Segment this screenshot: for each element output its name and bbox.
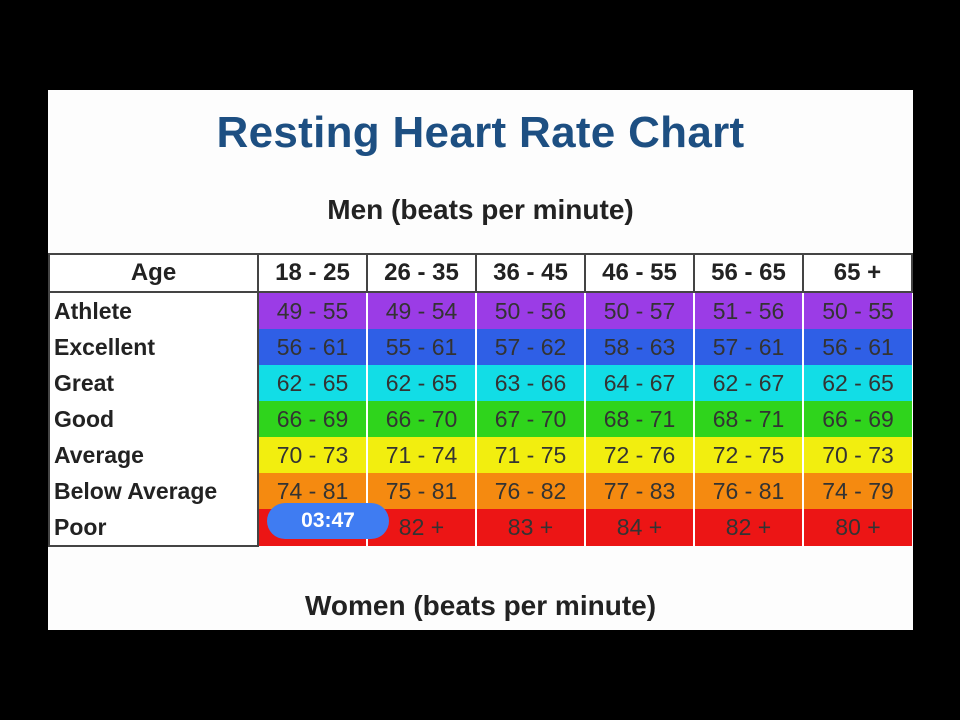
row-category-label: Poor [48,509,259,547]
chart-title: Resting Heart Rate Chart [216,108,745,157]
heart-rate-cell: 62 - 65 [366,365,476,401]
table-row: Athlete 49 - 55 49 - 54 50 - 56 50 - 57 51 - … [48,292,912,329]
heart-rate-cell: 67 - 70 [475,401,585,437]
heart-rate-cell: 51 - 56 [693,292,803,329]
header-age-group: 65 + [802,253,913,293]
heart-rate-cell: 84 + [584,509,694,546]
heart-rate-cell: 75 - 81 [366,473,476,509]
heart-rate-cell: 66 - 70 [366,401,476,437]
heart-rate-cell: 72 - 76 [584,437,694,473]
row-category-label: Below Average [48,473,259,509]
heart-rate-cell: 50 - 56 [475,292,585,329]
row-category-label: Athlete [48,292,259,329]
row-category-label: Excellent [48,329,259,365]
heart-rate-cell: 49 - 54 [366,292,476,329]
table-row: Excellent 56 - 61 55 - 61 57 - 62 58 - 63 57 … [48,329,912,365]
heart-rate-cell: 50 - 57 [584,292,694,329]
heart-rate-cell: 57 - 62 [475,329,585,365]
heart-rate-cell: 58 - 63 [584,329,694,365]
heart-rate-cell: 62 - 65 [802,365,912,401]
heart-rate-cell: 70 - 73 [802,437,912,473]
heart-rate-table: Age 18 - 25 26 - 35 36 - 45 46 - 55 56 - 65 65… [48,253,913,547]
heart-rate-cell: 82 + [693,509,803,546]
video-timer-badge[interactable]: 03:47 [267,503,389,539]
heart-rate-cell: 66 - 69 [802,401,912,437]
header-age-group: 46 - 55 [584,253,695,293]
table-body: Athlete 49 - 55 49 - 54 50 - 56 50 - 57 51 - … [48,292,912,547]
table-row: Below Average 74 - 81 75 - 81 76 - 82 77 - 8… [48,473,912,509]
heart-rate-cell: 77 - 83 [584,473,694,509]
heart-rate-cell: 66 - 69 [257,401,367,437]
header-age-group: 36 - 45 [475,253,586,293]
heart-rate-cell: 71 - 74 [366,437,476,473]
table-row: Good 66 - 69 66 - 70 67 - 70 68 - 71 68 - 71 6… [48,401,912,437]
row-category-label: Average [48,437,259,473]
header-age-group: 56 - 65 [693,253,804,293]
heart-rate-cell: 49 - 55 [257,292,367,329]
heart-rate-cell: 64 - 67 [584,365,694,401]
heart-rate-cell: 71 - 75 [475,437,585,473]
heart-rate-cell: 50 - 55 [802,292,912,329]
heart-rate-cell: 76 - 82 [475,473,585,509]
heart-rate-cell: 76 - 81 [693,473,803,509]
header-age-group: 18 - 25 [257,253,368,293]
heart-rate-cell: 62 - 67 [693,365,803,401]
table-row: Average 70 - 73 71 - 74 71 - 75 72 - 76 72 - … [48,437,912,473]
heart-rate-cell: 72 - 75 [693,437,803,473]
header-age: Age [48,253,259,293]
table-header-row: Age 18 - 25 26 - 35 36 - 45 46 - 55 56 - 65 65… [48,253,913,293]
heart-rate-cell: 57 - 61 [693,329,803,365]
heart-rate-cell: 80 + [802,509,912,546]
heart-rate-cell: 63 - 66 [475,365,585,401]
heart-rate-cell: 56 - 61 [802,329,912,365]
table-row: Great 62 - 65 62 - 65 63 - 66 64 - 67 62 - 67… [48,365,912,401]
heart-rate-cell: 62 - 65 [257,365,367,401]
heart-rate-cell: 55 - 61 [366,329,476,365]
heart-rate-cell: 56 - 61 [257,329,367,365]
heart-rate-cell: 83 + [475,509,585,546]
row-category-label: Great [48,365,259,401]
heart-rate-cell: 68 - 71 [584,401,694,437]
heart-rate-cell: 68 - 71 [693,401,803,437]
heart-rate-cell: 74 - 79 [802,473,912,509]
row-category-label: Good [48,401,259,437]
chart-panel: Resting Heart Rate Chart Men (beats per … [48,90,913,630]
women-subtitle: Women (beats per minute) [304,590,657,621]
header-age-group: 26 - 35 [366,253,477,293]
heart-rate-cell: 70 - 73 [257,437,367,473]
men-subtitle: Men (beats per minute) [327,194,634,225]
